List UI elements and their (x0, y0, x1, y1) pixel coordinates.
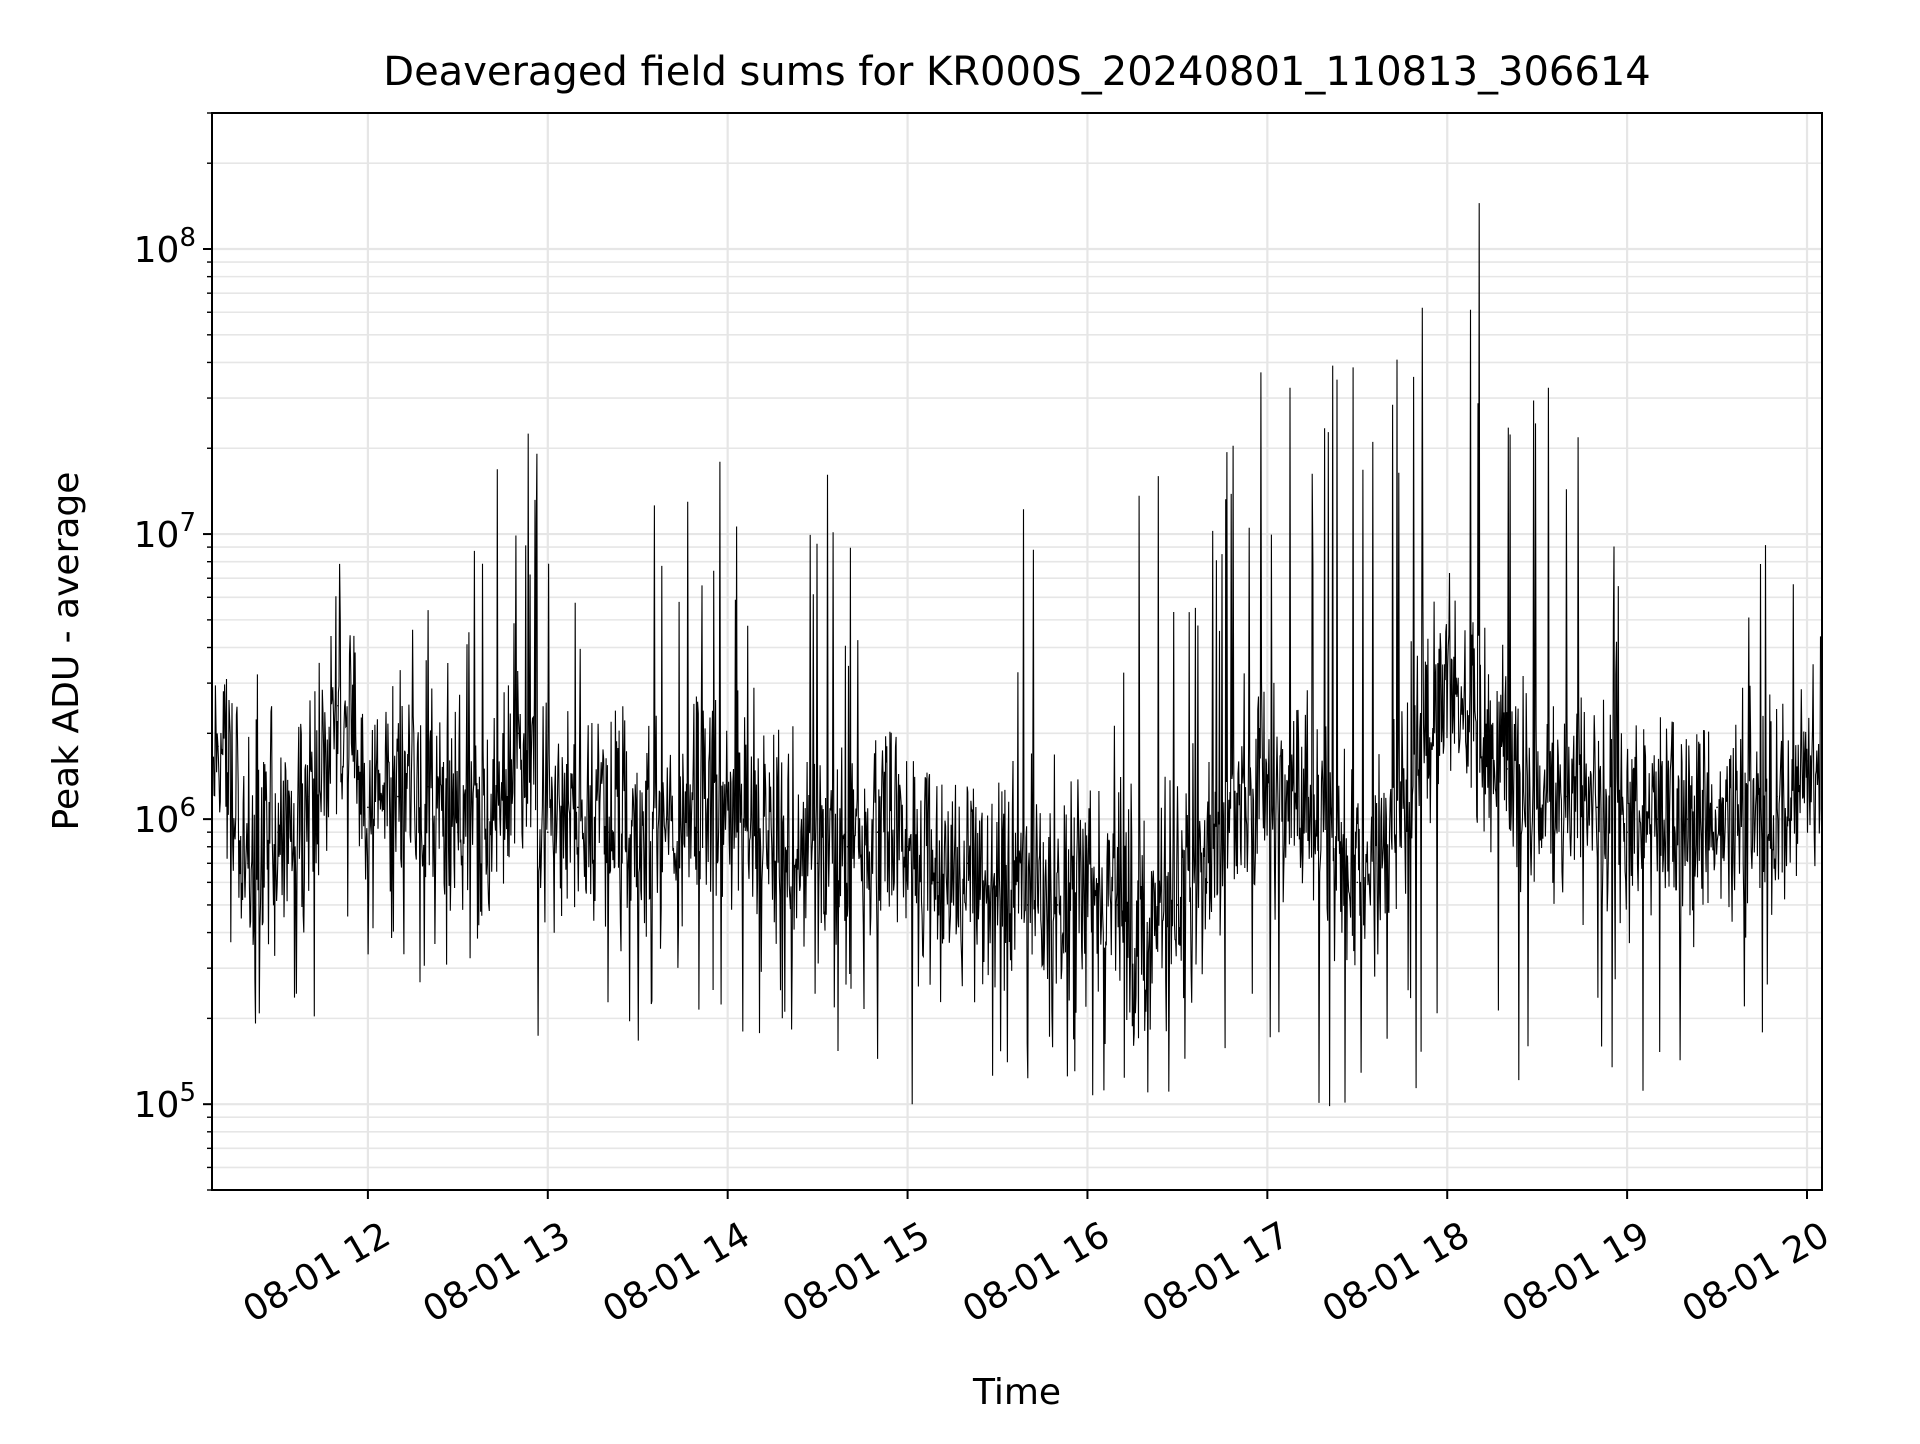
data-point (1056, 904, 1059, 906)
data-point (1386, 845, 1389, 848)
data-point (1326, 831, 1329, 833)
data-point (1566, 795, 1568, 798)
data-point (1236, 795, 1239, 798)
data-point (1686, 818, 1688, 820)
y-tick-label: 107 (134, 508, 196, 556)
data-point (1266, 785, 1269, 788)
data-point (576, 806, 579, 809)
data-point (966, 862, 969, 865)
series-line (212, 203, 1822, 1107)
data-point (1296, 795, 1299, 798)
data-point (1656, 818, 1658, 820)
data-point (1536, 785, 1538, 788)
y-tick-label: 108 (134, 223, 196, 271)
x-axis-label: Time (972, 1372, 1061, 1413)
data-point (1596, 806, 1598, 809)
data-point (1116, 904, 1119, 906)
chart-title: Deaveraged field sums for KR000S_2024080… (383, 49, 1650, 95)
plot-frame (211, 112, 1823, 1191)
data-point (636, 845, 639, 848)
y-tick-label: 106 (134, 793, 196, 841)
data-point (1806, 760, 1808, 762)
data-point (487, 818, 489, 820)
data-point (457, 831, 459, 833)
data-point (217, 745, 219, 748)
data-point (1086, 881, 1089, 884)
data-point (996, 881, 999, 884)
data-point (936, 881, 939, 884)
data-point (247, 862, 249, 865)
data-point (1506, 768, 1508, 770)
data-point (1476, 732, 1479, 735)
data-point (756, 831, 759, 833)
y-tick-label: 105 (134, 1078, 196, 1126)
data-point (1146, 931, 1149, 934)
data-point (876, 831, 879, 833)
data-point (816, 862, 819, 865)
data-point (1206, 881, 1209, 884)
data-point (1746, 845, 1748, 848)
data-point (1176, 904, 1179, 906)
data-point (786, 845, 789, 848)
data-point (427, 785, 429, 788)
data-point (906, 845, 909, 848)
data-point (397, 795, 399, 798)
data-point (277, 831, 279, 833)
data-point (1446, 682, 1449, 684)
data-point (1026, 904, 1029, 906)
data-point (726, 795, 729, 798)
data-point (367, 806, 369, 809)
data-point (1776, 795, 1778, 798)
series-layer (212, 203, 1822, 1107)
data-point (606, 831, 609, 833)
data-point (1626, 831, 1628, 833)
data-point (1356, 881, 1359, 884)
data-point (1716, 806, 1718, 809)
data-point (696, 831, 699, 833)
data-point (1416, 732, 1419, 735)
data-point (546, 831, 549, 833)
data-point (307, 795, 309, 798)
data-point (666, 818, 669, 820)
data-point (846, 845, 849, 848)
y-axis-label: Peak ADU - average (46, 472, 87, 831)
data-point (337, 704, 339, 707)
data-point (517, 732, 519, 735)
